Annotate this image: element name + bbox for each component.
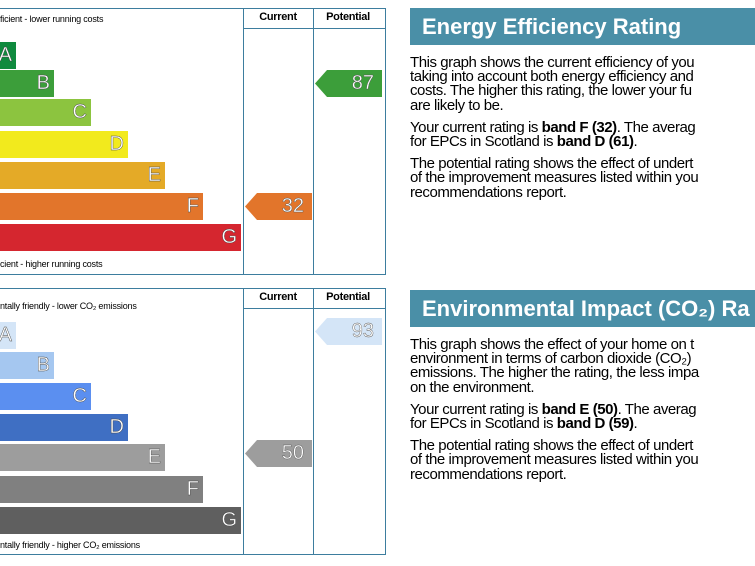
text-line: The potential rating shows the effect of… <box>410 437 693 455</box>
text-run: for EPCs in Scotland is <box>410 133 557 150</box>
band-letter: A <box>0 324 12 346</box>
text-line: are likely to be. <box>410 96 504 114</box>
band-letter: G <box>221 226 237 248</box>
text-run: are likely to be. <box>410 96 504 114</box>
rating-band: F <box>0 193 203 220</box>
column-header: Current <box>259 11 297 23</box>
potential-arrow: 87 <box>315 70 382 97</box>
text-run: . <box>633 415 638 432</box>
text-run: Your current rating is <box>410 400 542 418</box>
band-letter: D <box>109 416 124 438</box>
panel-title: Energy Efficiency Rating <box>410 8 755 45</box>
text-run: of the improvement measures listed withi… <box>410 169 699 187</box>
band-letter: A <box>0 44 12 66</box>
rating-band: B <box>0 70 54 97</box>
text-run: . <box>633 133 638 150</box>
band-letter: G <box>221 509 237 531</box>
text-run: band F (32) <box>541 118 618 136</box>
column-header: Potential <box>326 11 370 23</box>
band-letter: F <box>186 195 200 217</box>
text-line: This graph shows the current efficiency … <box>410 54 695 71</box>
rating-band: G <box>0 507 241 534</box>
top-caption: ntally friendly - lower CO₂ emissions <box>0 301 137 311</box>
text-line: emissions. The higher the rating, the le… <box>410 364 699 382</box>
current-arrow: 32 <box>245 193 312 220</box>
potential-rating: 87 <box>351 72 375 94</box>
text-run: Your current rating is <box>410 118 542 136</box>
rating-band: F <box>0 476 203 503</box>
rating-band: D <box>0 414 128 441</box>
current-arrow: 50 <box>245 440 312 467</box>
text-line: costs. The higher this rating, the lower… <box>410 82 692 100</box>
text-line: for EPCs in Scotland is band D (59). <box>410 415 638 432</box>
text-run: band E (50) <box>541 400 618 418</box>
header-rule <box>243 28 385 29</box>
text-line: recommendations report. <box>410 183 567 201</box>
text-line: This graph shows the effect of your home… <box>410 336 694 353</box>
text-run: recommendations report. <box>410 465 567 483</box>
band-letter: B <box>36 354 50 376</box>
text-line: Your current rating is band F (32). The … <box>410 118 696 136</box>
graph-frame <box>0 8 386 275</box>
text-run: emissions. The higher the rating, the le… <box>410 364 699 382</box>
current-rating: 50 <box>281 442 305 464</box>
bottom-caption: cient - higher running costs <box>0 259 103 269</box>
band-letter: D <box>109 133 124 155</box>
text-run: environment in terms of carbon dioxide (… <box>410 350 692 368</box>
text-run: . The averag <box>616 118 696 136</box>
rating-band: G <box>0 224 241 251</box>
text-line: Your current rating is band E (50). The … <box>410 400 697 418</box>
band-letter: C <box>72 385 87 407</box>
text-run: band D (61) <box>556 133 634 150</box>
rating-band: E <box>0 162 165 189</box>
rating-band: D <box>0 131 128 158</box>
band-letter: C <box>72 101 87 123</box>
rating-band: A <box>0 42 16 69</box>
current-rating: 32 <box>281 195 305 217</box>
text-line: for EPCs in Scotland is band D (61). <box>410 133 638 150</box>
text-run: recommendations report. <box>410 183 567 201</box>
text-run: for EPCs in Scotland is <box>410 415 557 432</box>
potential-arrow: 93 <box>315 318 382 345</box>
bottom-caption: ntally friendly - higher CO₂ emissions <box>0 540 140 550</box>
text-run: This graph shows the current efficiency … <box>410 54 695 71</box>
text-line: on the environment. <box>410 378 535 396</box>
rating-band: A <box>0 322 16 349</box>
text-line: of the improvement measures listed withi… <box>410 169 699 187</box>
column-divider <box>243 8 244 275</box>
text-run: of the improvement measures listed withi… <box>410 451 699 469</box>
rating-band: B <box>0 352 54 379</box>
text-run: The potential rating shows the effect of… <box>410 437 693 455</box>
text-line: environment in terms of carbon dioxide (… <box>410 350 692 368</box>
text-line: recommendations report. <box>410 465 567 483</box>
column-divider <box>313 288 314 555</box>
column-divider <box>313 8 314 275</box>
text-run: This graph shows the effect of your home… <box>410 336 694 353</box>
text-run: costs. The higher this rating, the lower… <box>410 82 692 100</box>
potential-rating: 93 <box>351 320 375 342</box>
rating-band: C <box>0 383 91 410</box>
band-letter: B <box>36 72 50 94</box>
text-run: taking into account both energy efficien… <box>410 68 694 86</box>
top-caption: ficient - lower running costs <box>0 14 104 24</box>
column-header: Potential <box>326 291 370 303</box>
text-run: . The averag <box>617 400 697 418</box>
text-line: of the improvement measures listed withi… <box>410 451 699 469</box>
text-line: taking into account both energy efficien… <box>410 68 694 86</box>
rating-band: C <box>0 99 91 126</box>
band-letter: F <box>186 478 200 500</box>
rating-band: E <box>0 444 165 471</box>
graph-frame <box>0 288 386 555</box>
header-rule <box>243 308 385 309</box>
text-line: The potential rating shows the effect of… <box>410 155 693 173</box>
column-header: Current <box>259 291 297 303</box>
text-run: on the environment. <box>410 378 535 396</box>
band-letter: E <box>147 164 161 186</box>
column-divider <box>243 288 244 555</box>
panel-title: Environmental Impact (CO₂) Ra <box>410 290 755 327</box>
band-letter: E <box>147 446 161 468</box>
text-run: band D (59) <box>556 415 634 432</box>
text-run: The potential rating shows the effect of… <box>410 155 693 173</box>
